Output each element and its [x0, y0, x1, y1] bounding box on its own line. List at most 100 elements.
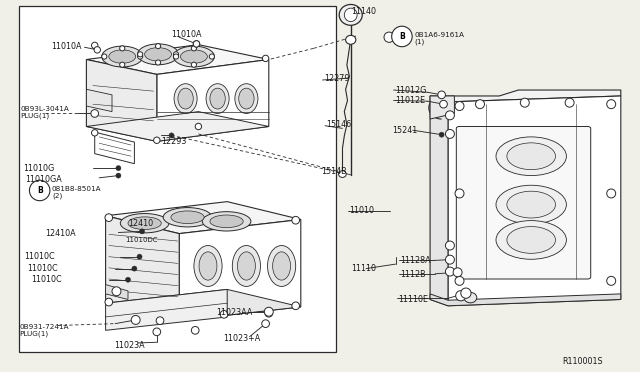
Ellipse shape — [178, 88, 193, 109]
Polygon shape — [86, 45, 269, 74]
Ellipse shape — [138, 44, 179, 65]
Ellipse shape — [116, 173, 121, 178]
Ellipse shape — [206, 84, 229, 113]
Text: 11010G: 11010G — [23, 164, 54, 173]
Ellipse shape — [29, 180, 50, 201]
Ellipse shape — [262, 320, 269, 327]
Polygon shape — [448, 96, 621, 306]
Text: PLUG(1): PLUG(1) — [19, 330, 49, 337]
Ellipse shape — [237, 252, 255, 280]
Ellipse shape — [105, 298, 113, 306]
Text: 15146: 15146 — [326, 120, 351, 129]
Ellipse shape — [384, 32, 394, 42]
Ellipse shape — [156, 60, 161, 65]
Ellipse shape — [156, 317, 164, 324]
Ellipse shape — [455, 102, 464, 110]
Text: 15241: 15241 — [392, 126, 417, 135]
Ellipse shape — [339, 171, 346, 177]
Polygon shape — [179, 219, 301, 321]
Bar — [19, 6, 336, 352]
Ellipse shape — [138, 52, 143, 57]
Ellipse shape — [112, 287, 121, 296]
Ellipse shape — [496, 221, 566, 259]
FancyBboxPatch shape — [456, 126, 591, 279]
Ellipse shape — [145, 48, 172, 61]
Ellipse shape — [461, 288, 471, 298]
Ellipse shape — [455, 189, 464, 198]
Text: B: B — [37, 186, 42, 195]
Text: 11110E: 11110E — [398, 295, 428, 304]
Text: 11010C: 11010C — [31, 275, 61, 284]
Ellipse shape — [520, 98, 529, 107]
Text: PLUG(1): PLUG(1) — [20, 113, 50, 119]
Polygon shape — [106, 289, 227, 330]
Ellipse shape — [132, 266, 137, 271]
Ellipse shape — [607, 276, 616, 285]
Ellipse shape — [102, 46, 143, 67]
Polygon shape — [430, 90, 621, 102]
Ellipse shape — [194, 246, 222, 286]
Ellipse shape — [173, 46, 214, 67]
Text: (2): (2) — [52, 192, 63, 199]
Ellipse shape — [91, 110, 99, 117]
Ellipse shape — [445, 267, 454, 276]
Ellipse shape — [456, 291, 466, 301]
Text: 12410A: 12410A — [45, 229, 76, 238]
Ellipse shape — [507, 227, 556, 253]
Ellipse shape — [232, 246, 260, 286]
Polygon shape — [86, 89, 112, 112]
Polygon shape — [106, 202, 301, 234]
Ellipse shape — [105, 214, 113, 221]
Polygon shape — [157, 60, 269, 141]
Ellipse shape — [191, 62, 196, 67]
Polygon shape — [106, 289, 301, 321]
Ellipse shape — [445, 255, 454, 264]
Text: 11010: 11010 — [349, 206, 374, 215]
Text: 1514B: 1514B — [321, 167, 347, 176]
Ellipse shape — [173, 54, 179, 59]
Ellipse shape — [344, 8, 357, 22]
Ellipse shape — [109, 50, 136, 63]
Text: 11140: 11140 — [351, 7, 376, 16]
Ellipse shape — [445, 111, 454, 120]
Ellipse shape — [440, 100, 447, 108]
Ellipse shape — [191, 46, 196, 51]
Text: 11010DC: 11010DC — [125, 237, 157, 243]
Text: 0B1A6-9161A: 0B1A6-9161A — [415, 32, 465, 38]
Ellipse shape — [262, 55, 269, 62]
Text: R110001S: R110001S — [562, 357, 602, 366]
Ellipse shape — [346, 35, 356, 44]
Ellipse shape — [264, 307, 273, 316]
Text: 0B931-7241A: 0B931-7241A — [19, 324, 69, 330]
Text: 1112B: 1112B — [400, 270, 426, 279]
Ellipse shape — [210, 215, 243, 228]
Ellipse shape — [438, 91, 445, 99]
Text: 11110: 11110 — [351, 264, 376, 273]
Ellipse shape — [455, 276, 464, 285]
Ellipse shape — [174, 84, 197, 113]
Text: B: B — [399, 32, 404, 41]
Ellipse shape — [153, 328, 161, 336]
Ellipse shape — [209, 54, 214, 59]
Ellipse shape — [496, 137, 566, 176]
Ellipse shape — [273, 252, 291, 280]
Polygon shape — [430, 294, 621, 306]
Ellipse shape — [292, 302, 300, 310]
Ellipse shape — [210, 88, 225, 109]
Polygon shape — [86, 112, 269, 141]
Ellipse shape — [193, 41, 200, 47]
Ellipse shape — [239, 88, 254, 109]
Ellipse shape — [120, 46, 125, 51]
Ellipse shape — [125, 277, 131, 282]
Ellipse shape — [268, 246, 296, 286]
Ellipse shape — [496, 185, 566, 224]
Ellipse shape — [265, 310, 273, 317]
Ellipse shape — [476, 100, 484, 109]
Ellipse shape — [171, 211, 204, 224]
Text: 11023A: 11023A — [114, 341, 145, 350]
Ellipse shape — [507, 143, 556, 170]
Ellipse shape — [180, 50, 207, 63]
Text: 11010A: 11010A — [172, 30, 202, 39]
Ellipse shape — [120, 214, 169, 233]
Text: 11010C: 11010C — [24, 252, 55, 261]
